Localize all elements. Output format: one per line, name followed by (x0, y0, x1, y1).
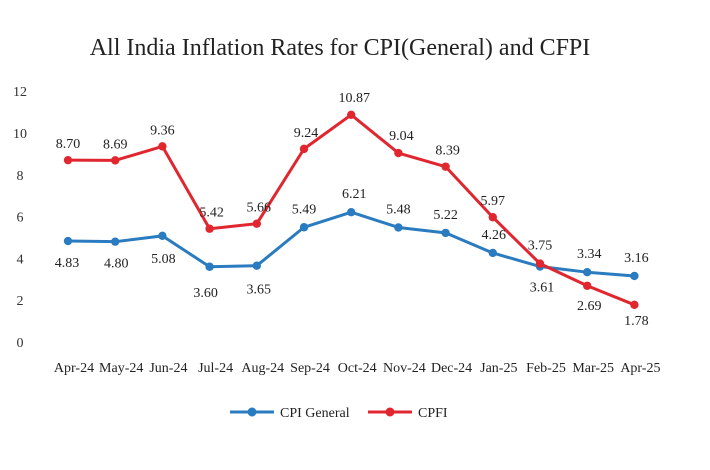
data-label: 5.66 (247, 201, 272, 216)
y-tick-label: 12 (13, 85, 27, 100)
data-point (583, 281, 592, 290)
data-point (535, 259, 545, 268)
data-point (630, 300, 639, 309)
data-label: 3.61 (530, 281, 555, 296)
data-label: 5.49 (292, 202, 317, 217)
y-axis: 0 2 4 6 8 10 12 (13, 85, 27, 351)
data-label: 4.83 (55, 256, 80, 271)
data-point (441, 162, 450, 171)
data-label: 3.34 (577, 247, 602, 262)
y-tick-label: 8 (17, 169, 24, 184)
data-point (394, 223, 403, 232)
data-label: 6.21 (342, 187, 367, 202)
data-label: 8.70 (56, 137, 81, 152)
x-tick-label: Feb-25 (526, 361, 566, 376)
data-label: 4.26 (482, 228, 507, 243)
data-label: 5.48 (386, 202, 411, 217)
data-label: 9.24 (294, 126, 319, 141)
x-tick-label: Apr-25 (620, 361, 660, 376)
series-cpfi (63, 110, 639, 309)
x-tick-label: Mar-25 (572, 361, 614, 376)
data-label: 8.39 (435, 144, 460, 159)
data-point (205, 262, 214, 271)
legend-marker (385, 407, 395, 417)
x-tick-label: Jan-25 (480, 361, 517, 376)
data-label: 5.42 (199, 206, 224, 221)
data-label: 9.36 (150, 123, 175, 138)
chart-title: All India Inflation Rates for CPI(Genera… (90, 35, 591, 61)
data-point (630, 271, 639, 281)
legend: CPI General CPFI (230, 406, 448, 421)
x-axis: Apr-24 May-24 Jun-24 Jul-24 Aug-24 Sep-24 Oct-… (54, 361, 661, 376)
x-tick-label: Sep-24 (290, 361, 330, 376)
data-point (347, 110, 356, 120)
data-point (63, 236, 73, 246)
data-point (111, 156, 120, 165)
x-tick-label: Jul-24 (198, 361, 233, 376)
data-point (158, 231, 167, 241)
data-label: 10.87 (338, 91, 370, 106)
data-point (583, 267, 592, 277)
y-tick-label: 0 (17, 336, 24, 351)
x-tick-label: May-24 (99, 361, 143, 376)
data-label: 3.16 (624, 251, 649, 266)
data-point (111, 237, 120, 246)
data-point (394, 148, 403, 158)
legend-marker (247, 407, 257, 417)
y-tick-label: 6 (17, 211, 24, 226)
data-point (252, 261, 261, 270)
data-label: 1.78 (624, 314, 649, 329)
data-point (299, 144, 309, 154)
data-point (252, 219, 261, 228)
data-label: 8.69 (103, 137, 128, 152)
y-tick-label: 4 (17, 252, 24, 267)
x-tick-label: Aug-24 (241, 361, 284, 376)
data-label: 3.75 (528, 239, 553, 254)
data-label: 3.60 (193, 286, 218, 301)
x-tick-label: Apr-24 (54, 361, 94, 376)
x-tick-label: Dec-24 (431, 361, 472, 376)
legend-label: CPFI (418, 406, 448, 421)
legend-label: CPI General (280, 406, 350, 421)
data-point (205, 224, 214, 233)
data-point (63, 155, 73, 165)
data-point (158, 142, 167, 151)
data-point (347, 208, 356, 217)
data-label: 5.97 (481, 194, 506, 209)
data-label: 3.65 (247, 283, 272, 298)
data-point (299, 223, 309, 232)
x-tick-label: Jun-24 (149, 361, 187, 376)
x-tick-label: Nov-24 (383, 361, 426, 376)
data-point (441, 228, 450, 238)
data-labels: 4.83 4.80 5.08 3.60 3.65 5.49 6.21 5.48 5.22 4.26… (55, 91, 649, 329)
data-label: 5.22 (433, 208, 458, 223)
legend-item: CPI General (230, 406, 350, 421)
y-tick-label: 2 (17, 294, 24, 309)
y-tick-label: 10 (13, 127, 27, 142)
data-point (488, 248, 497, 258)
data-label: 9.04 (389, 129, 414, 144)
x-tick-label: Oct-24 (338, 361, 377, 376)
legend-item: CPFI (368, 406, 448, 421)
data-label: 2.69 (577, 299, 602, 314)
data-label: 4.80 (104, 257, 129, 272)
data-label: 5.08 (151, 252, 176, 267)
data-point (488, 213, 497, 222)
series-layer (63, 110, 639, 309)
